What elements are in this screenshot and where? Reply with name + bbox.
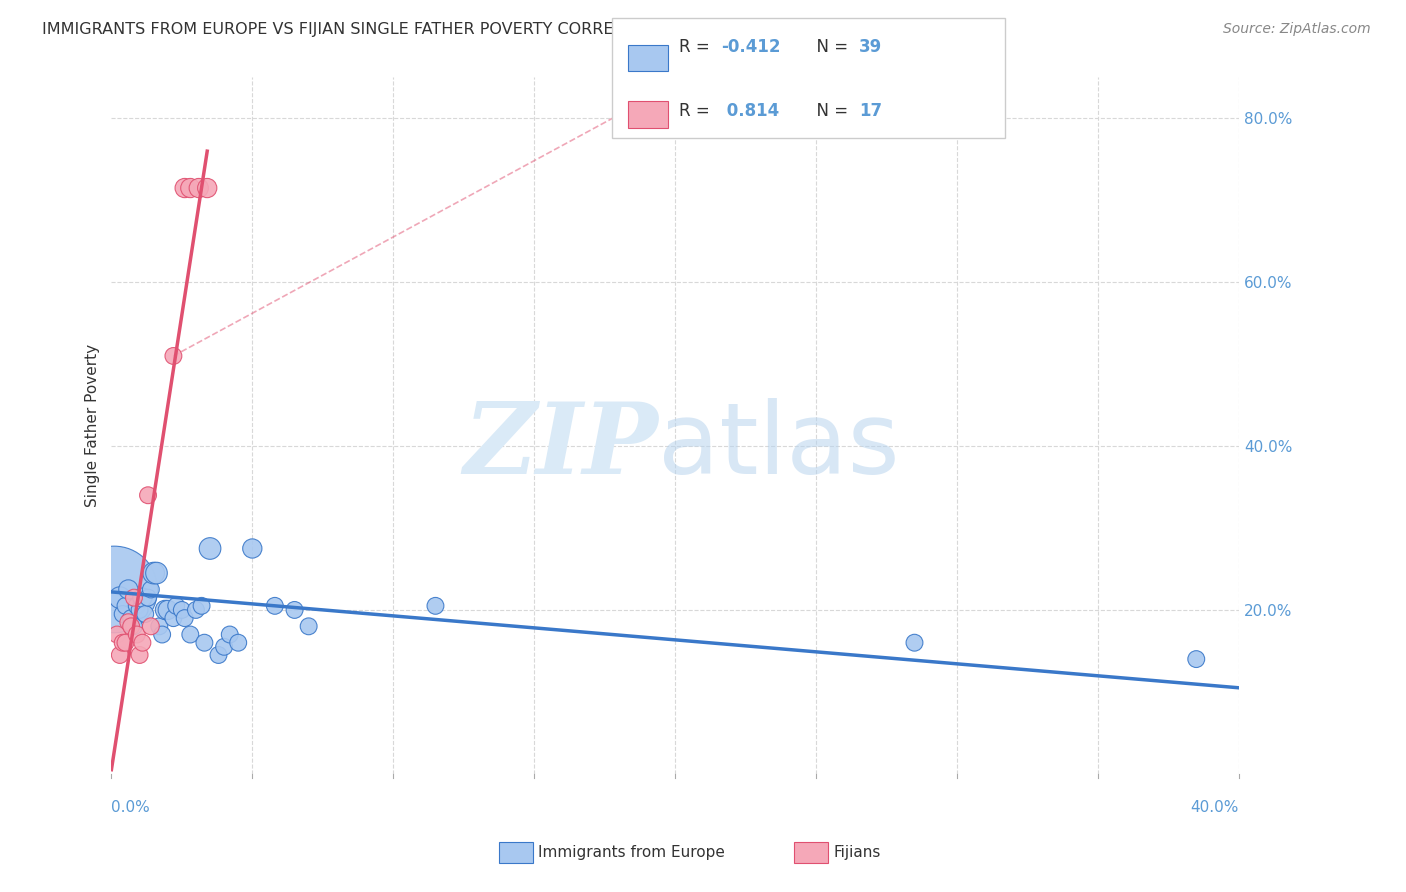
Point bbox=[131, 636, 153, 650]
Point bbox=[122, 591, 145, 605]
Point bbox=[108, 648, 131, 662]
Point bbox=[218, 627, 240, 641]
Point bbox=[142, 566, 165, 580]
Point bbox=[153, 603, 176, 617]
Point bbox=[226, 636, 249, 650]
Point bbox=[179, 627, 201, 641]
Point bbox=[139, 582, 162, 597]
Point bbox=[108, 591, 131, 605]
Point bbox=[198, 541, 221, 556]
Point bbox=[114, 636, 136, 650]
Point bbox=[156, 603, 179, 617]
Point bbox=[120, 611, 142, 625]
Point bbox=[117, 582, 139, 597]
Point bbox=[170, 603, 193, 617]
Text: 39: 39 bbox=[859, 38, 883, 56]
Point bbox=[136, 591, 159, 605]
Point bbox=[190, 599, 212, 613]
Point bbox=[145, 566, 167, 580]
Text: Fijians: Fijians bbox=[834, 846, 882, 860]
Text: R =: R = bbox=[679, 38, 716, 56]
Point bbox=[165, 599, 187, 613]
Text: 0.814: 0.814 bbox=[721, 103, 779, 120]
Text: R =: R = bbox=[679, 103, 716, 120]
Point bbox=[117, 615, 139, 630]
Point bbox=[148, 619, 170, 633]
Point bbox=[207, 648, 229, 662]
Text: N =: N = bbox=[806, 38, 853, 56]
Text: 17: 17 bbox=[859, 103, 882, 120]
Point bbox=[136, 488, 159, 502]
Point bbox=[179, 181, 201, 195]
Point bbox=[173, 611, 195, 625]
Point bbox=[131, 591, 153, 605]
Point bbox=[111, 607, 134, 621]
Point bbox=[263, 599, 285, 613]
Text: ZIP: ZIP bbox=[463, 398, 658, 495]
Point bbox=[122, 619, 145, 633]
Point bbox=[128, 603, 150, 617]
Point bbox=[193, 636, 215, 650]
Point bbox=[162, 349, 184, 363]
Point bbox=[187, 181, 209, 195]
Text: Source: ZipAtlas.com: Source: ZipAtlas.com bbox=[1223, 22, 1371, 37]
Point bbox=[903, 636, 925, 650]
Point bbox=[134, 607, 156, 621]
Point bbox=[125, 627, 148, 641]
Point bbox=[212, 640, 235, 654]
Point bbox=[195, 181, 218, 195]
Point bbox=[111, 636, 134, 650]
Text: atlas: atlas bbox=[658, 398, 900, 495]
Text: N =: N = bbox=[806, 103, 853, 120]
Point bbox=[184, 603, 207, 617]
Point bbox=[162, 611, 184, 625]
Text: Immigrants from Europe: Immigrants from Europe bbox=[538, 846, 725, 860]
Point bbox=[114, 599, 136, 613]
Text: 40.0%: 40.0% bbox=[1189, 800, 1239, 815]
Point bbox=[125, 599, 148, 613]
Point bbox=[240, 541, 263, 556]
Text: IMMIGRANTS FROM EUROPE VS FIJIAN SINGLE FATHER POVERTY CORRELATION CHART: IMMIGRANTS FROM EUROPE VS FIJIAN SINGLE … bbox=[42, 22, 731, 37]
Point bbox=[120, 619, 142, 633]
Y-axis label: Single Father Poverty: Single Father Poverty bbox=[86, 344, 100, 508]
Point bbox=[173, 181, 195, 195]
Text: 0.0%: 0.0% bbox=[111, 800, 150, 815]
Point bbox=[425, 599, 447, 613]
Text: -0.412: -0.412 bbox=[721, 38, 780, 56]
Point bbox=[298, 619, 321, 633]
Point bbox=[103, 582, 125, 597]
Point bbox=[105, 627, 128, 641]
Point bbox=[128, 648, 150, 662]
Point bbox=[139, 619, 162, 633]
Point bbox=[150, 627, 173, 641]
Point bbox=[1185, 652, 1208, 666]
Point bbox=[284, 603, 307, 617]
